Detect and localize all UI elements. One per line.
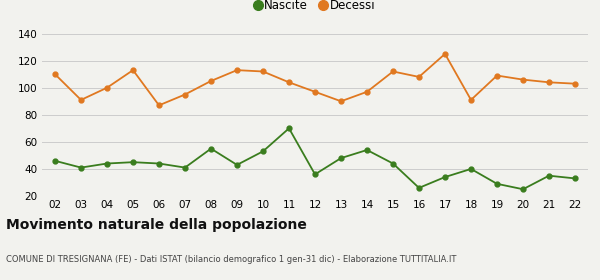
Text: COMUNE DI TRESIGNANA (FE) - Dati ISTAT (bilancio demografico 1 gen-31 dic) - Ela: COMUNE DI TRESIGNANA (FE) - Dati ISTAT (… [6, 255, 457, 264]
Legend: Nascite, Decessi: Nascite, Decessi [250, 0, 380, 17]
Text: Movimento naturale della popolazione: Movimento naturale della popolazione [6, 218, 307, 232]
